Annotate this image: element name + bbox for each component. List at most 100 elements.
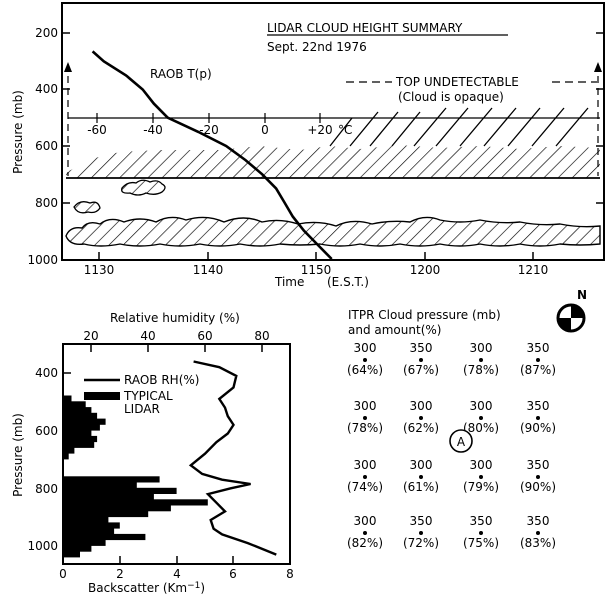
itpr-point-2-2 — [479, 475, 483, 479]
raob-t-curve — [91, 50, 333, 260]
itpr-amount-3-1: (72%) — [403, 536, 439, 550]
bottom-legend: RAOB RH(%) TYPICAL LIDAR — [84, 373, 199, 416]
bs-tick-2: 2 — [116, 567, 124, 581]
itpr-point-0-1 — [419, 358, 423, 362]
lidar-backscatter-bars — [64, 395, 208, 558]
temp-tick-0: 0 — [261, 123, 269, 137]
temp-tick-plus20: +20 — [307, 123, 332, 137]
top-y-tick-600: 600 — [35, 139, 58, 153]
itpr-point-1-3 — [536, 416, 540, 420]
itpr-pressure-0-3: 350 — [527, 341, 550, 355]
top-x-tick-1130: 1130 — [84, 263, 115, 277]
top-chart: LIDAR CLOUD HEIGHT SUMMARY Sept. 22nd 19… — [11, 2, 605, 289]
itpr-amount-2-3: (90%) — [520, 480, 556, 494]
lidar-bar-11 — [64, 476, 160, 483]
itpr-point-1-1 — [419, 416, 423, 420]
bottom-y-tick-600: 600 — [35, 424, 58, 438]
left-cloud-cell — [73, 201, 101, 214]
itpr-point-3-2 — [479, 531, 483, 535]
rh-tick-40: 40 — [140, 329, 155, 343]
lidar-bar-19 — [64, 522, 120, 529]
top-x-ticks: 1130 1140 1150 1200 1210 — [84, 252, 549, 277]
itpr-pressure-0-2: 300 — [470, 341, 493, 355]
itpr-panel: ITPR Cloud pressure (mb) and amount(%) N… — [347, 288, 587, 550]
itpr-amount-1-1: (62%) — [403, 421, 439, 435]
lidar-bar-3 — [64, 412, 98, 419]
itpr-title-line-1: ITPR Cloud pressure (mb) — [348, 308, 501, 322]
bottom-y-ticks: 400 600 800 1000 — [27, 366, 71, 553]
top-y-tick-200: 200 — [35, 26, 58, 40]
itpr-amount-2-0: (74%) — [347, 480, 383, 494]
itpr-point-2-3 — [536, 475, 540, 479]
location-marker-label: A — [457, 435, 466, 449]
lidar-bar-10 — [64, 453, 69, 460]
lidar-bar-7 — [64, 435, 98, 443]
raob-rh-curve — [188, 360, 277, 556]
bottom-y-axis-label: Pressure (mb) — [11, 413, 25, 497]
itpr-pressure-1-0: 300 — [354, 399, 377, 413]
backscatter-axis-close: ) — [200, 581, 205, 595]
lidar-bar-5 — [64, 424, 100, 431]
itpr-pressure-0-1: 350 — [410, 341, 433, 355]
lidar-bar-17 — [64, 510, 149, 518]
upper-cloud-layer — [66, 107, 600, 179]
lidar-bar-22 — [64, 539, 106, 546]
top-x-axis-unit: (E.S.T.) — [327, 275, 369, 289]
itpr-point-1-0 — [363, 416, 367, 420]
backscatter-ticks: 0 2 4 6 8 — [59, 556, 294, 581]
itpr-pressure-2-2: 300 — [470, 458, 493, 472]
itpr-amount-2-2: (79%) — [463, 480, 499, 494]
bottom-y-tick-800: 800 — [35, 482, 58, 496]
itpr-amount-0-0: (64%) — [347, 363, 383, 377]
itpr-title-line-2: and amount(%) — [348, 323, 441, 337]
legend-lidar-label-1: TYPICAL — [123, 389, 173, 403]
itpr-amount-0-2: (78%) — [463, 363, 499, 377]
rh-ticks: 20 40 60 80 — [83, 329, 270, 352]
itpr-point-3-1 — [419, 531, 423, 535]
lidar-bar-21 — [64, 533, 146, 541]
itpr-point-1-2 — [479, 416, 483, 420]
itpr-amount-3-3: (83%) — [520, 536, 556, 550]
itpr-point-2-0 — [363, 475, 367, 479]
backscatter-axis-label: Backscatter (Km−1) — [88, 581, 205, 595]
lidar-bar-16 — [64, 505, 171, 512]
top-x-tick-1200: 1200 — [410, 263, 441, 277]
legend-rh-label: RAOB RH(%) — [124, 373, 199, 387]
north-compass-icon: N — [556, 288, 587, 333]
rh-axis-label: Relative humidity (%) — [110, 311, 240, 325]
rh-tick-20: 20 — [83, 329, 98, 343]
itpr-pressure-1-3: 350 — [527, 399, 550, 413]
lidar-bar-12 — [64, 482, 137, 489]
lidar-bar-13 — [64, 487, 177, 494]
top-x-tick-1210: 1210 — [518, 263, 549, 277]
itpr-point-0-3 — [536, 358, 540, 362]
itpr-pressure-1-1: 300 — [410, 399, 433, 413]
top-note-line-2: (Cloud is opaque) — [398, 90, 504, 104]
top-x-tick-1150: 1150 — [301, 263, 332, 277]
top-y-ticks: 200 400 600 800 1000 — [27, 26, 604, 267]
top-undetectable-note: TOP UNDETECTABLE (Cloud is opaque) — [64, 62, 602, 176]
bs-tick-4: 4 — [173, 567, 181, 581]
lidar-bar-18 — [64, 516, 109, 523]
top-y-tick-1000: 1000 — [27, 253, 58, 267]
top-chart-title: LIDAR CLOUD HEIGHT SUMMARY — [267, 21, 463, 35]
itpr-amount-3-0: (82%) — [347, 536, 383, 550]
itpr-point-0-0 — [363, 358, 367, 362]
temp-unit: °C — [338, 123, 352, 137]
rh-tick-60: 60 — [197, 329, 212, 343]
itpr-pressure-3-3: 350 — [527, 514, 550, 528]
temp-tick-minus60: -60 — [87, 123, 107, 137]
temp-tick-minus40: -40 — [143, 123, 163, 137]
lidar-bar-15 — [64, 499, 208, 506]
top-note-line-1: TOP UNDETECTABLE — [395, 75, 519, 89]
itpr-amount-2-1: (61%) — [403, 480, 439, 494]
itpr-pressure-3-1: 350 — [410, 514, 433, 528]
itpr-pressure-3-0: 300 — [354, 514, 377, 528]
itpr-grid: 300 (64%) 350 (67%) 300 (78%) 350 (87%) 300 (78%)… — [347, 341, 556, 550]
top-y-axis-label: Pressure (mb) — [11, 90, 25, 174]
backscatter-axis-text: Backscatter (Km — [88, 581, 187, 595]
lidar-bar-1 — [64, 401, 86, 408]
location-marker-a: A — [449, 429, 473, 453]
lidar-bar-24 — [64, 551, 80, 558]
itpr-amount-0-1: (67%) — [403, 363, 439, 377]
